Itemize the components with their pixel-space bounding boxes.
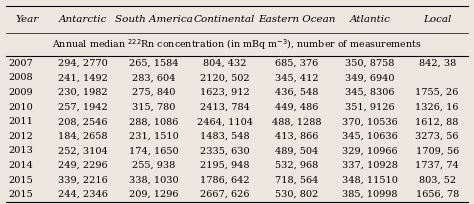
Text: 1656, 78: 1656, 78	[416, 190, 459, 199]
Text: 413, 866: 413, 866	[275, 132, 319, 141]
Text: 2010: 2010	[9, 103, 33, 112]
Text: 249, 2296: 249, 2296	[58, 161, 108, 170]
Text: 2120, 502: 2120, 502	[200, 73, 249, 82]
Text: 489, 504: 489, 504	[275, 146, 319, 155]
Text: 252, 3104: 252, 3104	[58, 146, 108, 155]
Text: 488, 1288: 488, 1288	[272, 117, 321, 126]
Text: 348, 11510: 348, 11510	[342, 176, 398, 185]
Text: 1786, 642: 1786, 642	[200, 176, 249, 185]
Text: 3273, 56: 3273, 56	[415, 132, 459, 141]
Text: 842, 38: 842, 38	[419, 59, 456, 68]
Text: Annual median $^{222}$Rn concentration (in mBq m$^{-3}$), number of measurements: Annual median $^{222}$Rn concentration (…	[52, 37, 422, 52]
Text: 255, 938: 255, 938	[132, 161, 175, 170]
Text: 1326, 16: 1326, 16	[415, 103, 459, 112]
Text: 2667, 626: 2667, 626	[200, 190, 249, 199]
Text: 718, 564: 718, 564	[275, 176, 319, 185]
Text: 294, 2770: 294, 2770	[58, 59, 108, 68]
Text: Eastern Ocean: Eastern Ocean	[258, 15, 336, 24]
Text: 449, 486: 449, 486	[275, 103, 319, 112]
Text: 2464, 1104: 2464, 1104	[197, 117, 253, 126]
Text: 257, 1942: 257, 1942	[58, 103, 108, 112]
Text: 350, 8758: 350, 8758	[346, 59, 395, 68]
Text: 329, 10966: 329, 10966	[342, 146, 398, 155]
Text: 2011: 2011	[9, 117, 33, 126]
Text: 532, 968: 532, 968	[275, 161, 319, 170]
Text: 2007: 2007	[9, 59, 33, 68]
Text: 804, 432: 804, 432	[203, 59, 246, 68]
Text: 174, 1650: 174, 1650	[129, 146, 179, 155]
Text: 265, 1584: 265, 1584	[129, 59, 179, 68]
Text: 2013: 2013	[9, 146, 33, 155]
Text: 2014: 2014	[9, 161, 33, 170]
Text: Year: Year	[16, 15, 39, 24]
Text: 1755, 26: 1755, 26	[415, 88, 459, 97]
Text: 315, 780: 315, 780	[132, 103, 175, 112]
Text: 2008: 2008	[9, 73, 33, 82]
Text: 241, 1492: 241, 1492	[58, 73, 108, 82]
Text: 1709, 56: 1709, 56	[416, 146, 459, 155]
Text: 1483, 548: 1483, 548	[200, 132, 249, 141]
Text: 345, 8306: 345, 8306	[346, 88, 395, 97]
Text: 184, 2658: 184, 2658	[58, 132, 108, 141]
Text: 436, 548: 436, 548	[275, 88, 319, 97]
Text: 1623, 912: 1623, 912	[200, 88, 249, 97]
Text: 209, 1296: 209, 1296	[129, 190, 179, 199]
Text: 351, 9126: 351, 9126	[346, 103, 395, 112]
Text: 2195, 948: 2195, 948	[200, 161, 249, 170]
Text: 345, 10636: 345, 10636	[342, 132, 398, 141]
Text: 2015: 2015	[9, 190, 33, 199]
Text: 231, 1510: 231, 1510	[129, 132, 179, 141]
Text: 2335, 630: 2335, 630	[200, 146, 249, 155]
Text: 283, 604: 283, 604	[132, 73, 175, 82]
Text: 244, 2346: 244, 2346	[58, 190, 108, 199]
Text: 339, 2216: 339, 2216	[58, 176, 108, 185]
Text: 2015: 2015	[9, 176, 33, 185]
Text: 2009: 2009	[9, 88, 33, 97]
Text: South America: South America	[115, 15, 193, 24]
Text: 338, 1030: 338, 1030	[129, 176, 179, 185]
Text: 349, 6940: 349, 6940	[346, 73, 395, 82]
Text: 208, 2546: 208, 2546	[58, 117, 108, 126]
Text: 288, 1086: 288, 1086	[129, 117, 179, 126]
Text: 385, 10998: 385, 10998	[342, 190, 398, 199]
Text: 275, 840: 275, 840	[132, 88, 175, 97]
Text: 337, 10928: 337, 10928	[342, 161, 398, 170]
Text: Local: Local	[423, 15, 451, 24]
Text: 1612, 88: 1612, 88	[415, 117, 459, 126]
Text: 530, 802: 530, 802	[275, 190, 319, 199]
Text: Continental: Continental	[194, 15, 255, 24]
Text: 685, 376: 685, 376	[275, 59, 319, 68]
Text: 2413, 784: 2413, 784	[200, 103, 250, 112]
Text: Atlantic: Atlantic	[350, 15, 391, 24]
Text: 370, 10536: 370, 10536	[342, 117, 398, 126]
Text: 1737, 74: 1737, 74	[415, 161, 459, 170]
Text: 2012: 2012	[9, 132, 33, 141]
Text: 345, 412: 345, 412	[275, 73, 319, 82]
Text: 803, 52: 803, 52	[419, 176, 456, 185]
Text: Antarctic: Antarctic	[59, 15, 107, 24]
Text: 230, 1982: 230, 1982	[58, 88, 108, 97]
